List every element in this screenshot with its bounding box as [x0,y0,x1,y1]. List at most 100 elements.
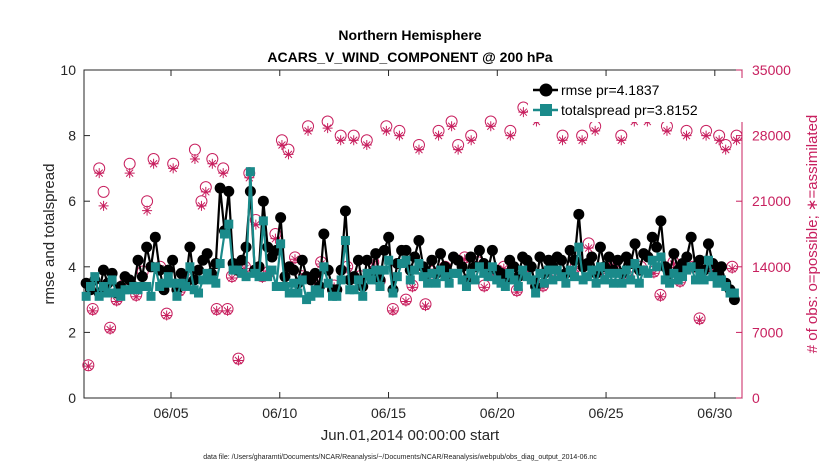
spread-point [444,278,454,288]
rmse-point [370,248,382,260]
obs-assimilated-point [590,125,601,136]
obs-assimilated-point [433,130,444,141]
spread-point [103,288,113,298]
spread-point [323,278,333,288]
legend-box [528,78,743,122]
obs-assimilated-point [83,361,94,372]
rmse-point [361,254,373,266]
spread-point [85,281,95,291]
rmse-point [193,264,205,276]
spread-point [721,281,731,291]
obs-assimilated-point [98,200,109,211]
obs-assimilated-point [233,355,244,366]
rmse-point [132,254,144,266]
obs-assimilated-point [270,233,281,244]
rmse-point [296,254,308,266]
spread-point [211,278,221,288]
spread-point [353,275,363,285]
spread-point [168,278,178,288]
rmse-point [167,254,179,266]
rmse-point [486,244,498,256]
spread-point [392,272,402,282]
y-left-tick-label: 8 [68,128,76,144]
rmse-point [586,251,598,263]
spread-point [245,167,255,177]
spread-point [505,268,515,278]
spread-point [591,278,601,288]
obs-assimilated-point [226,273,237,284]
rmse-point [655,215,667,227]
obs-assimilated-point [459,254,470,265]
spread-point [276,239,286,249]
obs-assimilated-point [714,135,725,146]
y-right-tick-label: 35000 [752,62,791,78]
spread-point [626,275,636,285]
obs-assimilated-point [400,296,411,307]
obs-assimilated-point [168,163,179,174]
y-axis-right-label: # of obs: o=possible; ∗=assimilated [804,115,821,354]
obs-assimilated-point [283,149,294,160]
spread-point [678,272,688,282]
spread-point [461,281,471,291]
rmse-point [473,244,485,256]
spread-point [375,281,385,291]
spread-point [258,216,268,226]
y-right-tick-label: 0 [752,390,760,406]
spread-point [423,278,433,288]
obs-assimilated-point [557,135,568,146]
spread-point [280,281,290,291]
spread-point [332,291,342,301]
rmse-point [646,231,658,243]
obs-possible-point [123,157,136,170]
obs-assimilated-point [124,168,135,179]
spread-point [652,262,662,272]
obs-possible-point [188,143,201,156]
obs-assimilated-point [407,282,418,293]
spread-point [544,265,554,275]
rmse-point [184,241,196,253]
spread-point [595,262,605,272]
spread-point [569,272,579,282]
spread-point [371,265,381,275]
rmse-point [383,231,395,243]
y-axis-left-label: rmse and totalspread [41,164,58,305]
spread-point [621,265,631,275]
spread-point [202,268,212,278]
spread-point [548,275,558,285]
obs-assimilated-point [648,268,659,279]
rmse-point [465,251,477,263]
obs-assimilated-point [727,263,738,274]
y-left-tick-label: 10 [60,62,76,78]
obs-assimilated-point [616,135,627,146]
obs-assimilated-point [720,144,731,155]
rmse-point [378,244,390,256]
spread-point [539,278,549,288]
obs-assimilated-point [505,130,516,141]
rmse-point [629,238,641,250]
spread-point [526,275,536,285]
spread-point [254,272,264,282]
obs-assimilated-point [479,282,490,293]
obs-assimilated-point [731,135,742,146]
spread-point [185,262,195,272]
spread-point [453,268,463,278]
obs-assimilated-point [655,291,666,302]
obs-assimilated-point [361,139,372,150]
obs-assimilated-point [239,263,250,274]
spread-point [630,259,640,269]
spread-point [107,275,117,285]
spread-point [379,265,389,275]
obs-assimilated-point [148,158,159,169]
spread-point [384,255,394,265]
spread-point [634,278,644,288]
obs-assimilated-point [211,305,222,316]
rmse-point [426,254,438,266]
rmse-point [702,238,714,250]
series-layer [80,167,740,306]
spread-point [414,259,424,269]
y-left-tick-label: 0 [68,390,76,406]
spread-point [613,268,623,278]
spread-point [319,262,329,272]
rmse-point [352,254,364,266]
